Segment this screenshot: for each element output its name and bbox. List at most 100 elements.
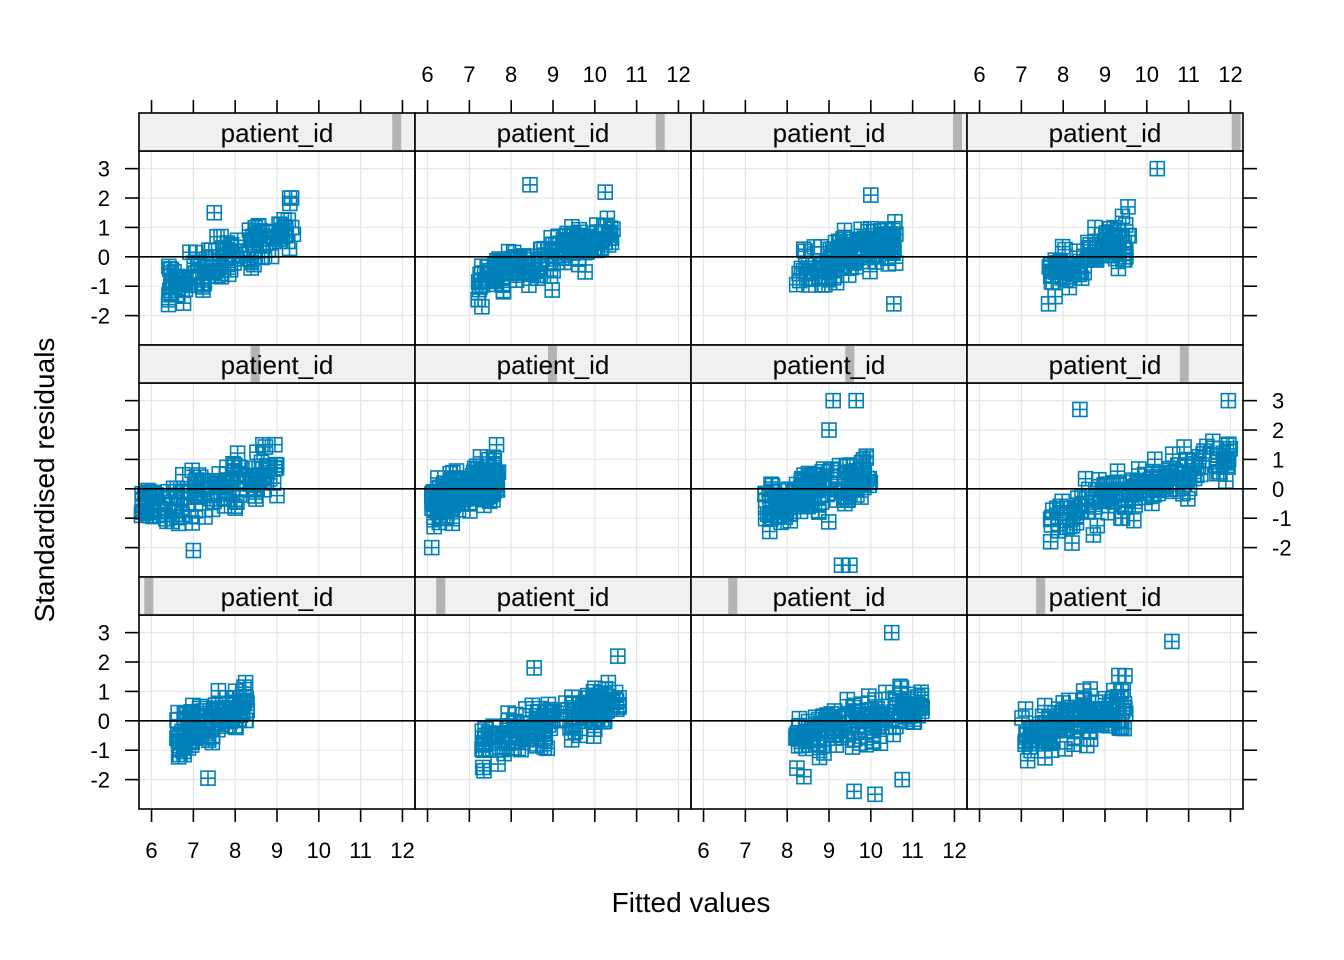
data-point xyxy=(855,234,872,250)
x-tick-label: 10 xyxy=(1135,62,1159,87)
data-point xyxy=(423,539,440,556)
x-tick-label: 9 xyxy=(547,62,559,87)
strip-level-indicator xyxy=(436,578,446,614)
x-tick-label: 12 xyxy=(942,838,966,863)
panel-3-3: patient_id xyxy=(690,576,968,810)
data-point xyxy=(230,459,247,476)
data-point xyxy=(886,296,902,312)
data-point xyxy=(1037,750,1053,766)
panel-1-4: patient_id xyxy=(966,112,1244,346)
data-point xyxy=(846,783,862,800)
data-point xyxy=(200,770,216,786)
data-point xyxy=(175,295,192,312)
data-point xyxy=(499,254,515,271)
x-axis-label: Fitted values xyxy=(612,887,771,918)
data-point xyxy=(426,509,442,525)
y-tick-label: -1 xyxy=(90,274,110,299)
data-point xyxy=(599,210,616,227)
panel-2-4: patient_id xyxy=(966,344,1244,578)
data-point xyxy=(536,240,552,257)
data-point xyxy=(556,254,572,271)
data-point xyxy=(526,660,542,676)
panel-3-2: patient_id xyxy=(414,576,692,810)
data-point xyxy=(1080,234,1096,251)
x-tick-label: 11 xyxy=(625,62,648,87)
data-point xyxy=(184,462,200,479)
x-tick-label: 7 xyxy=(187,838,199,863)
strip-background xyxy=(414,112,692,152)
strip-label: patient_id xyxy=(497,118,610,148)
y-tick-label: 1 xyxy=(98,215,110,240)
strip-label: patient_id xyxy=(773,350,886,380)
data-point xyxy=(447,491,464,508)
data-point xyxy=(166,264,182,280)
y-tick-label: -2 xyxy=(1272,536,1292,561)
data-point xyxy=(572,224,589,241)
data-point xyxy=(274,222,290,238)
strip-label: patient_id xyxy=(1049,350,1162,380)
data-point xyxy=(182,277,199,294)
x-tick-label: 8 xyxy=(781,838,793,863)
y-tick-label: -2 xyxy=(90,304,110,329)
strip-level-indicator xyxy=(1231,114,1241,150)
y-tick-label: 2 xyxy=(1272,418,1284,443)
x-tick-label: 12 xyxy=(1218,62,1242,87)
data-point xyxy=(863,187,879,203)
panel-1-1: patient_id xyxy=(138,112,416,346)
data-point xyxy=(1017,701,1034,717)
x-tick-label: 10 xyxy=(307,838,331,863)
data-point xyxy=(885,239,902,256)
strip-level-indicator xyxy=(250,346,260,382)
strip-label: patient_id xyxy=(1049,582,1162,612)
strip-label: patient_id xyxy=(773,582,886,612)
data-point xyxy=(471,281,488,298)
data-point xyxy=(219,246,235,263)
data-point xyxy=(1085,527,1102,543)
x-tick-label: 9 xyxy=(823,838,835,863)
panel-3-4: patient_id xyxy=(966,576,1244,810)
data-point xyxy=(1164,633,1180,650)
data-point xyxy=(1054,261,1071,277)
data-point xyxy=(424,492,441,508)
data-point xyxy=(242,471,259,488)
data-point xyxy=(217,479,234,495)
data-point xyxy=(796,768,812,785)
y-tick-label: 0 xyxy=(98,245,110,270)
y-tick-label: 1 xyxy=(1272,447,1284,472)
data-point xyxy=(832,233,848,250)
data-point xyxy=(270,231,287,247)
data-point xyxy=(209,475,225,491)
data-point xyxy=(522,177,538,193)
data-point xyxy=(1040,296,1057,312)
data-point xyxy=(486,470,503,486)
x-tick-label: 10 xyxy=(859,838,883,863)
data-point xyxy=(216,498,233,514)
data-point xyxy=(206,204,223,221)
x-tick-label: 6 xyxy=(421,62,433,87)
data-point xyxy=(152,500,169,517)
y-tick-label: 3 xyxy=(98,621,110,646)
data-point xyxy=(538,251,555,267)
y-axis-label: Standardised residuals xyxy=(29,338,60,623)
strip-level-indicator xyxy=(1036,578,1046,614)
strip-background xyxy=(138,344,416,384)
data-point xyxy=(836,246,853,262)
data-point xyxy=(894,771,910,788)
data-point xyxy=(222,238,239,255)
strip-label: patient_id xyxy=(221,582,334,612)
data-point xyxy=(883,624,900,641)
strip-level-indicator xyxy=(728,578,738,614)
data-point xyxy=(474,298,490,315)
data-point xyxy=(259,457,275,474)
y-tick-label: 3 xyxy=(1272,389,1284,414)
data-point xyxy=(862,263,878,280)
x-tick-label: 8 xyxy=(229,838,241,863)
data-point xyxy=(544,243,561,259)
strip-label: patient_id xyxy=(497,582,610,612)
data-point xyxy=(140,482,156,499)
strip-label: patient_id xyxy=(221,350,334,380)
x-tick-label: 11 xyxy=(349,838,372,863)
panel-1-3: patient_id xyxy=(690,112,968,346)
strip-level-indicator xyxy=(953,114,963,150)
data-point xyxy=(1117,668,1133,684)
